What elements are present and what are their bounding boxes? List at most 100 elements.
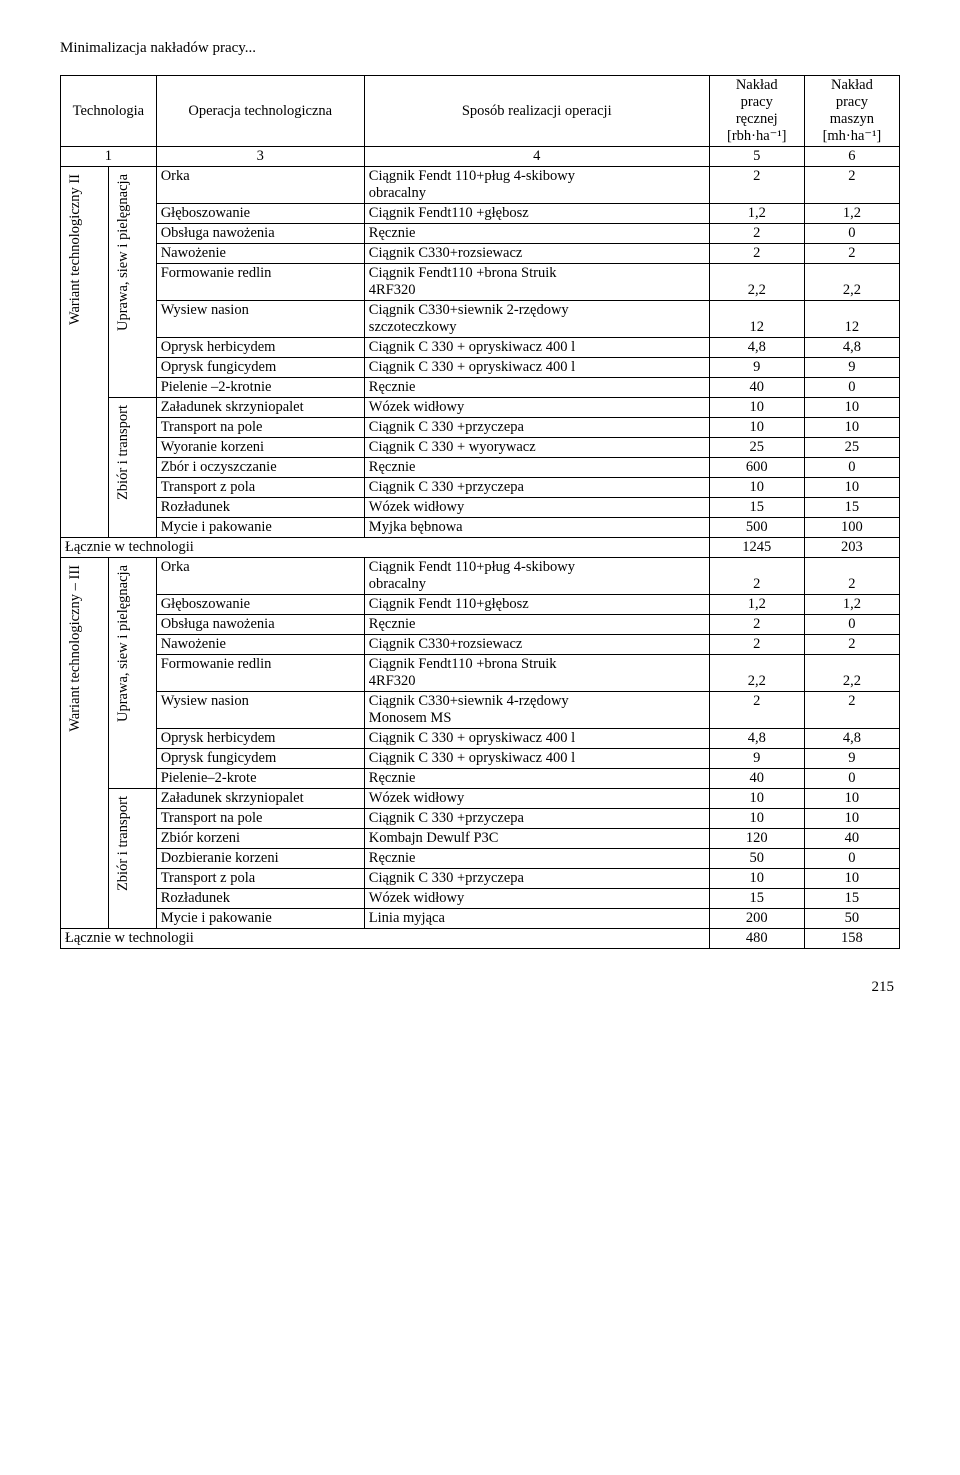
- value-reczna: 2: [709, 244, 804, 264]
- table-row: Rozładunek Wózek widłowy 15 15: [61, 889, 900, 909]
- numcol-4: 4: [364, 147, 709, 167]
- value-reczna: 2: [709, 167, 804, 204]
- value-maszyn: 10: [804, 809, 899, 829]
- hdr-technologia: Technologia: [61, 76, 157, 147]
- h5l2: pracy: [836, 94, 868, 110]
- table-row: Wysiew nasion Ciągnik C330+siewnik 4-rzę…: [61, 692, 900, 729]
- value-maszyn: 4,8: [804, 729, 899, 749]
- sum-row: Łącznie w technologii 480 158: [61, 929, 900, 949]
- op-cell: Głęboszowanie: [156, 204, 364, 224]
- running-title: Minimalizacja nakładów pracy...: [60, 40, 900, 57]
- sposob-cell: Wózek widłowy: [364, 889, 709, 909]
- value-maszyn: 0: [804, 378, 899, 398]
- sposob-cell: Ręcznie: [364, 458, 709, 478]
- table-row: Dozbieranie korzeni Ręcznie 50 0: [61, 849, 900, 869]
- table-row: Nawożenie Ciągnik C330+rozsiewacz 2 2: [61, 244, 900, 264]
- table-row: Transport na pole Ciągnik C 330 +przycze…: [61, 418, 900, 438]
- value-maszyn: 100: [804, 518, 899, 538]
- op-cell: Pielenie–2-krote: [156, 769, 364, 789]
- sposob-cell: Ręcznie: [364, 769, 709, 789]
- sposob-cell: Ciągnik C 330 +przyczepa: [364, 478, 709, 498]
- value-maszyn: 0: [804, 769, 899, 789]
- value-maszyn: 9: [804, 749, 899, 769]
- value-maszyn: 15: [804, 498, 899, 518]
- value-reczna: 2: [709, 692, 804, 729]
- value-reczna: 2: [709, 558, 804, 595]
- op-cell: Mycie i pakowanie: [156, 909, 364, 929]
- op-cell: Zbór i oczyszczanie: [156, 458, 364, 478]
- table-row: Formowanie redlin Ciągnik Fendt110 +bron…: [61, 264, 900, 301]
- h4l1: Nakład: [736, 77, 778, 93]
- op-cell: Transport na pole: [156, 418, 364, 438]
- table-row: Głęboszowanie Ciągnik Fendt 110+głębosz …: [61, 595, 900, 615]
- value-reczna: 1,2: [709, 595, 804, 615]
- value-maszyn: 10: [804, 418, 899, 438]
- h4l2: pracy: [741, 94, 773, 110]
- op-cell: Zbiór korzeni: [156, 829, 364, 849]
- op-cell: Oprysk fungicydem: [156, 358, 364, 378]
- h5l3: maszyn: [830, 111, 874, 127]
- op-cell: Dozbieranie korzeni: [156, 849, 364, 869]
- op-cell: Orka: [156, 558, 364, 595]
- uprawa-label-cell: Uprawa, siew i pielęgnacja: [108, 558, 156, 789]
- sposob-cell: Ciągnik Fendt110 +brona Struik4RF320: [364, 264, 709, 301]
- hdr-technologia-text: Technologia: [73, 103, 144, 119]
- value-maszyn: 1,2: [804, 595, 899, 615]
- table-row: Nawożenie Ciągnik C330+rozsiewacz 2 2: [61, 635, 900, 655]
- table-row: Oprysk herbicydem Ciągnik C 330 + oprysk…: [61, 338, 900, 358]
- table-row: Wariant technologiczny – III Uprawa, sie…: [61, 558, 900, 595]
- sposob-cell: Ciągnik Fendt 110+pług 4-skibowyobracaln…: [364, 167, 709, 204]
- value-maszyn: 0: [804, 458, 899, 478]
- value-reczna: 2: [709, 224, 804, 244]
- value-maszyn: 2,2: [804, 264, 899, 301]
- op-cell: Oprysk fungicydem: [156, 749, 364, 769]
- table-row: Transport z pola Ciągnik C 330 +przyczep…: [61, 869, 900, 889]
- value-maszyn: 4,8: [804, 338, 899, 358]
- value-reczna: 10: [709, 398, 804, 418]
- sum-maszyn: 203: [804, 538, 899, 558]
- table-row: Mycie i pakowanie Linia myjąca 200 50: [61, 909, 900, 929]
- hdr-operacja-text: Operacja technologiczna: [188, 103, 332, 119]
- value-reczna: 4,8: [709, 729, 804, 749]
- table-row: Oprysk fungicydem Ciągnik C 330 + oprysk…: [61, 749, 900, 769]
- sposob-cell: Ciągnik C 330 + opryskiwacz 400 l: [364, 749, 709, 769]
- table-row: Zbiór korzeni Kombajn Dewulf P3C 120 40: [61, 829, 900, 849]
- table-row: Mycie i pakowanie Myjka bębnowa 500 100: [61, 518, 900, 538]
- sposob-cell: Ciągnik C 330 + opryskiwacz 400 l: [364, 358, 709, 378]
- sposob-cell: Ciągnik Fendt110 +głębosz: [364, 204, 709, 224]
- sposob-cell: Ciągnik C330+siewnik 4-rzędowyMonosem MS: [364, 692, 709, 729]
- value-maszyn: 10: [804, 789, 899, 809]
- sposob-cell: Kombajn Dewulf P3C: [364, 829, 709, 849]
- op-cell: Obsługa nawożenia: [156, 615, 364, 635]
- hdr-sposob-text: Sposób realizacji operacji: [462, 103, 612, 119]
- op-cell: Formowanie redlin: [156, 264, 364, 301]
- sposob-cell: Linia myjąca: [364, 909, 709, 929]
- op-cell: Orka: [156, 167, 364, 204]
- table-row: Oprysk fungicydem Ciągnik C 330 + oprysk…: [61, 358, 900, 378]
- zbior-label-cell: Zbiór i transport: [108, 398, 156, 538]
- uprawa-label-cell: Uprawa, siew i pielęgnacja: [108, 167, 156, 398]
- zbior-label-cell: Zbiór i transport: [108, 789, 156, 929]
- sposob-cell: Ciągnik C 330 +przyczepa: [364, 869, 709, 889]
- sposob-cell: Ciągnik Fendt 110+głębosz: [364, 595, 709, 615]
- table-row: Oprysk herbicydem Ciągnik C 330 + oprysk…: [61, 729, 900, 749]
- sposob-cell: Ciągnik C 330 + wyorywacz: [364, 438, 709, 458]
- op-cell: Rozładunek: [156, 889, 364, 909]
- op-cell: Transport z pola: [156, 869, 364, 889]
- op-cell: Wyoranie korzeni: [156, 438, 364, 458]
- value-maszyn: 2: [804, 558, 899, 595]
- op-cell: Nawożenie: [156, 635, 364, 655]
- value-maszyn: 12: [804, 301, 899, 338]
- value-reczna: 500: [709, 518, 804, 538]
- value-maszyn: 50: [804, 909, 899, 929]
- op-cell: Wysiew nasion: [156, 301, 364, 338]
- sposob-cell: Ciągnik C330+rozsiewacz: [364, 635, 709, 655]
- table-row: Zbiór i transportZaładunek skrzyniopalet…: [61, 789, 900, 809]
- value-reczna: 2,2: [709, 264, 804, 301]
- op-cell: Nawożenie: [156, 244, 364, 264]
- value-maszyn: 0: [804, 615, 899, 635]
- op-cell: Oprysk herbicydem: [156, 338, 364, 358]
- main-table: Technologia Operacja technologiczna Spos…: [60, 75, 900, 949]
- op-cell: Transport na pole: [156, 809, 364, 829]
- op-cell: Obsługa nawożenia: [156, 224, 364, 244]
